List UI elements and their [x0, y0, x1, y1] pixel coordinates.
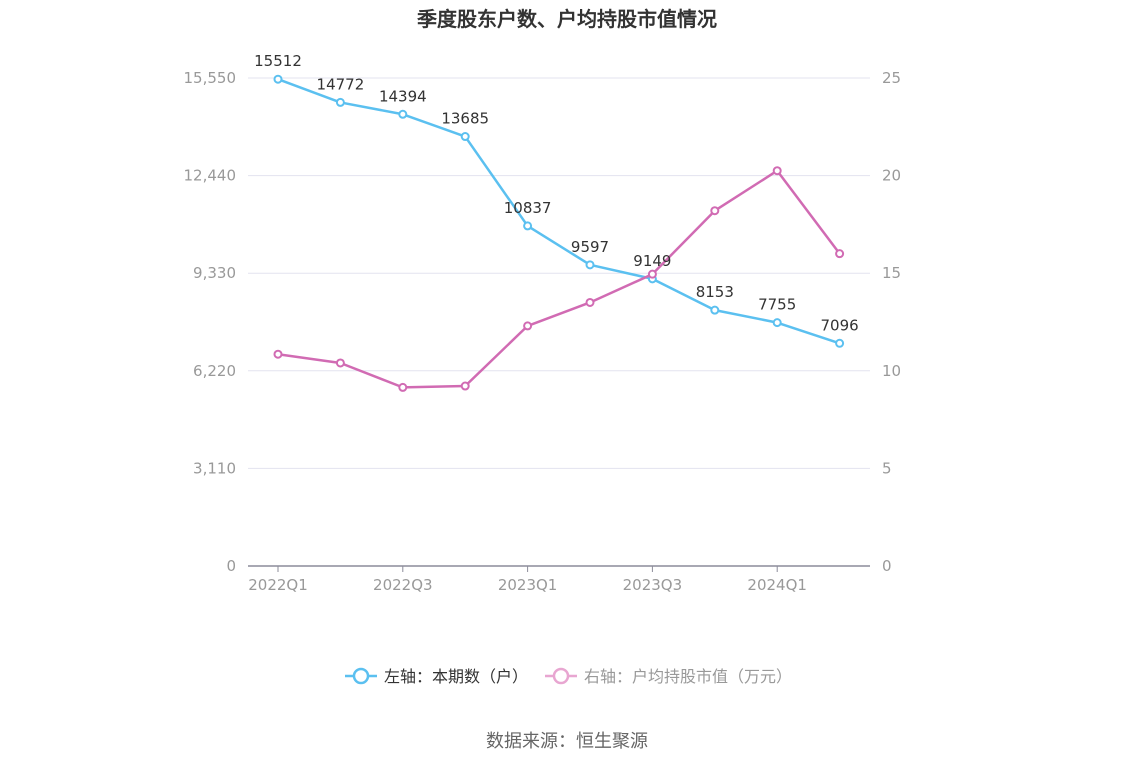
data-label: 10837: [504, 199, 552, 217]
data-point[interactable]: [335, 97, 345, 107]
data-point[interactable]: [585, 297, 595, 307]
right-tick-label: 5: [882, 459, 892, 477]
data-point[interactable]: [273, 349, 283, 359]
data-point[interactable]: [523, 221, 533, 231]
data-label: 14394: [379, 87, 427, 105]
data-point[interactable]: [585, 260, 595, 270]
right-tick-label: 15: [882, 264, 901, 282]
legend-item-1[interactable]: 右轴：户均持股市值（万元）: [545, 667, 792, 686]
legend-item-0[interactable]: 左轴：本期数（户）: [345, 667, 528, 686]
data-labels: 15512 14772 14394 13685 10837 9597 9149 8153 775…: [254, 52, 859, 334]
data-point[interactable]: [460, 132, 470, 142]
data-point[interactable]: [710, 305, 720, 315]
left-tick-label: 3,110: [193, 459, 236, 477]
left-tick-label: 0: [226, 557, 236, 575]
legend-label: 左轴：本期数（户）: [384, 667, 528, 686]
grid-lines: [248, 77, 870, 469]
data-point[interactable]: [335, 358, 345, 368]
right-axis-ticks: 0 5 10 15 20 25: [882, 69, 901, 575]
data-label: 7755: [758, 296, 796, 314]
data-label: 9597: [571, 238, 609, 256]
left-tick-label: 6,220: [193, 362, 236, 380]
data-label: 7096: [821, 316, 859, 334]
series-line-1: [277, 169, 841, 389]
data-point[interactable]: [772, 166, 782, 176]
data-label: 9149: [633, 252, 671, 270]
data-point[interactable]: [710, 206, 720, 216]
x-tick-label: 2022Q3: [373, 576, 433, 594]
x-tick-label: 2022Q1: [248, 576, 308, 594]
data-point[interactable]: [647, 269, 657, 279]
x-tick-label: 2023Q3: [623, 576, 683, 594]
x-tick-label: 2023Q1: [498, 576, 558, 594]
series-layer: [273, 74, 845, 392]
x-tick-label: 2024Q1: [747, 576, 807, 594]
data-point[interactable]: [835, 249, 845, 259]
data-point[interactable]: [772, 318, 782, 328]
legend-label: 右轴：户均持股市值（万元）: [584, 667, 792, 686]
data-point[interactable]: [460, 381, 470, 391]
data-label: 8153: [696, 283, 734, 301]
right-tick-label: 25: [882, 69, 901, 87]
series-line-0: [277, 78, 840, 345]
right-tick-label: 10: [882, 362, 901, 380]
data-point[interactable]: [835, 338, 845, 348]
legend-marker: [352, 667, 370, 685]
data-label: 14772: [317, 75, 365, 93]
left-tick-label: 15,550: [184, 69, 237, 87]
right-tick-label: 0: [882, 557, 892, 575]
right-tick-label: 20: [882, 167, 901, 185]
left-tick-label: 12,440: [184, 167, 237, 185]
legend-marker: [552, 667, 570, 685]
data-point[interactable]: [398, 382, 408, 392]
legend[interactable]: 左轴：本期数（户） 右轴：户均持股市值（万元）: [345, 667, 792, 686]
x-axis: 2022Q1 2022Q3 2023Q1 2023Q3 2024Q1: [248, 565, 870, 594]
left-axis-ticks: 0 3,110 6,220 9,330 12,440 15,550: [184, 69, 237, 575]
chart-title: 季度股东户数、户均持股市值情况: [416, 7, 717, 31]
data-point[interactable]: [523, 321, 533, 331]
data-point[interactable]: [273, 74, 283, 84]
source-note: 数据来源：恒生聚源: [486, 731, 648, 752]
left-tick-label: 9,330: [193, 264, 236, 282]
data-point[interactable]: [398, 109, 408, 119]
data-label: 15512: [254, 52, 302, 70]
data-label: 13685: [441, 110, 489, 128]
